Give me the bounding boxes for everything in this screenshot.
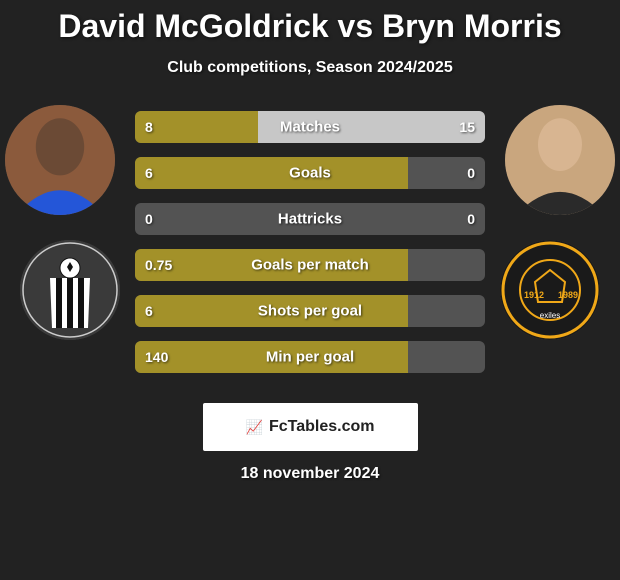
stat-rows: 8Matches156Goals00Hattricks00.75Goals pe… [135,111,485,387]
club-crest-icon [20,240,120,340]
player-silhouette-icon [5,105,115,215]
stat-value-right: 0 [467,165,475,181]
stat-row: 0.75Goals per match [135,249,485,281]
bar-left [135,341,408,373]
bar-left [135,111,258,143]
page-title: David McGoldrick vs Bryn Morris [0,0,620,45]
svg-text:1989: 1989 [558,290,578,300]
club-badge-right: 1912 1989 exiles [500,240,600,340]
player-photo-left [5,105,115,215]
chart-icon: 📈 [246,419,263,436]
brand-badge[interactable]: 📈 FcTables.com [203,403,418,451]
svg-text:1912: 1912 [524,290,544,300]
stat-row: 8Matches15 [135,111,485,143]
stat-label: Hattricks [135,211,485,228]
player-silhouette-icon [505,105,615,215]
bar-left [135,249,408,281]
stat-row: 6Shots per goal [135,295,485,327]
subtitle: Club competitions, Season 2024/2025 [0,59,620,77]
player-photo-right [505,105,615,215]
stat-row: 140Min per goal [135,341,485,373]
bar-left [135,157,408,189]
date-line: 18 november 2024 [0,465,620,483]
club-badge-left [20,240,120,340]
bar-left [135,295,408,327]
svg-text:exiles: exiles [540,311,560,320]
stat-value-left: 0 [145,211,153,227]
stat-value-right: 0 [467,211,475,227]
club-crest-icon: 1912 1989 exiles [500,240,600,340]
stat-row: 0Hattricks0 [135,203,485,235]
stat-row: 6Goals0 [135,157,485,189]
compare-area: 1912 1989 exiles 8Matches156Goals00Hattr… [0,105,620,395]
brand-label: FcTables.com [269,418,375,436]
bar-right [258,111,486,143]
